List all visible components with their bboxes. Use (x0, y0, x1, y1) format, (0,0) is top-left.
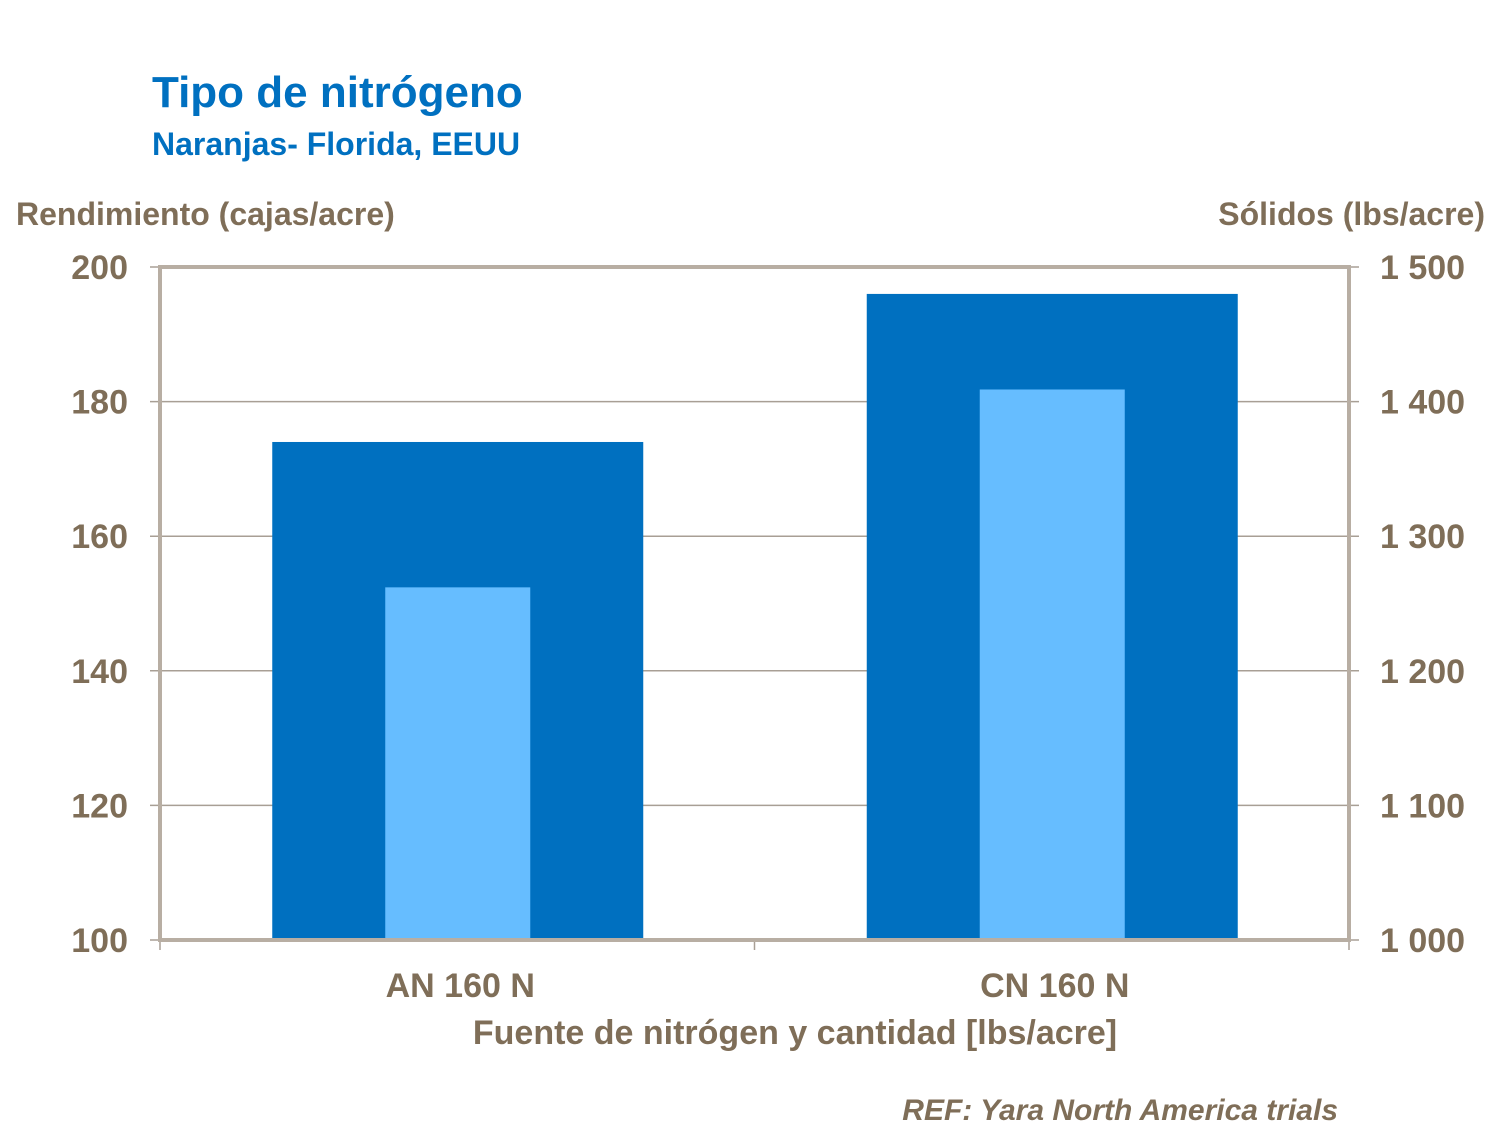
y-tick-label: 120 (71, 787, 128, 825)
y2-tick-label: 1 300 (1380, 518, 1465, 556)
y2-tick-label: 1 000 (1380, 922, 1465, 960)
y2-tick-label: 1 200 (1380, 653, 1465, 691)
y-tick-label: 200 (71, 249, 128, 287)
chart-subtitle: Naranjas- Florida, EEUU (152, 126, 521, 162)
y2-tick-label: 1 500 (1380, 249, 1465, 287)
y2-tick-label: 1 100 (1380, 787, 1465, 825)
chart-title: Tipo de nitrógeno (152, 68, 523, 117)
y2-axis-label: Sólidos (lbs/acre) (1218, 196, 1485, 232)
bar-right-axis (385, 587, 531, 940)
y-axis-label: Rendimiento (cajas/acre) (16, 196, 395, 232)
x-tick-label: CN 160 N (980, 967, 1129, 1005)
y-tick-label: 180 (71, 384, 128, 422)
y2-tick-label: 1 400 (1380, 384, 1465, 422)
reference-note: REF: Yara North America trials (902, 1094, 1338, 1127)
y-tick-label: 100 (71, 922, 128, 960)
x-tick-label: AN 160 N (386, 967, 535, 1005)
bar-right-axis (979, 389, 1125, 941)
y-tick-label: 140 (71, 653, 128, 691)
x-axis-label: Fuente de nitrógen y cantidad [lbs/acre] (472, 1014, 1118, 1052)
y-tick-label: 160 (71, 518, 128, 556)
plot-frame (158, 265, 1351, 942)
